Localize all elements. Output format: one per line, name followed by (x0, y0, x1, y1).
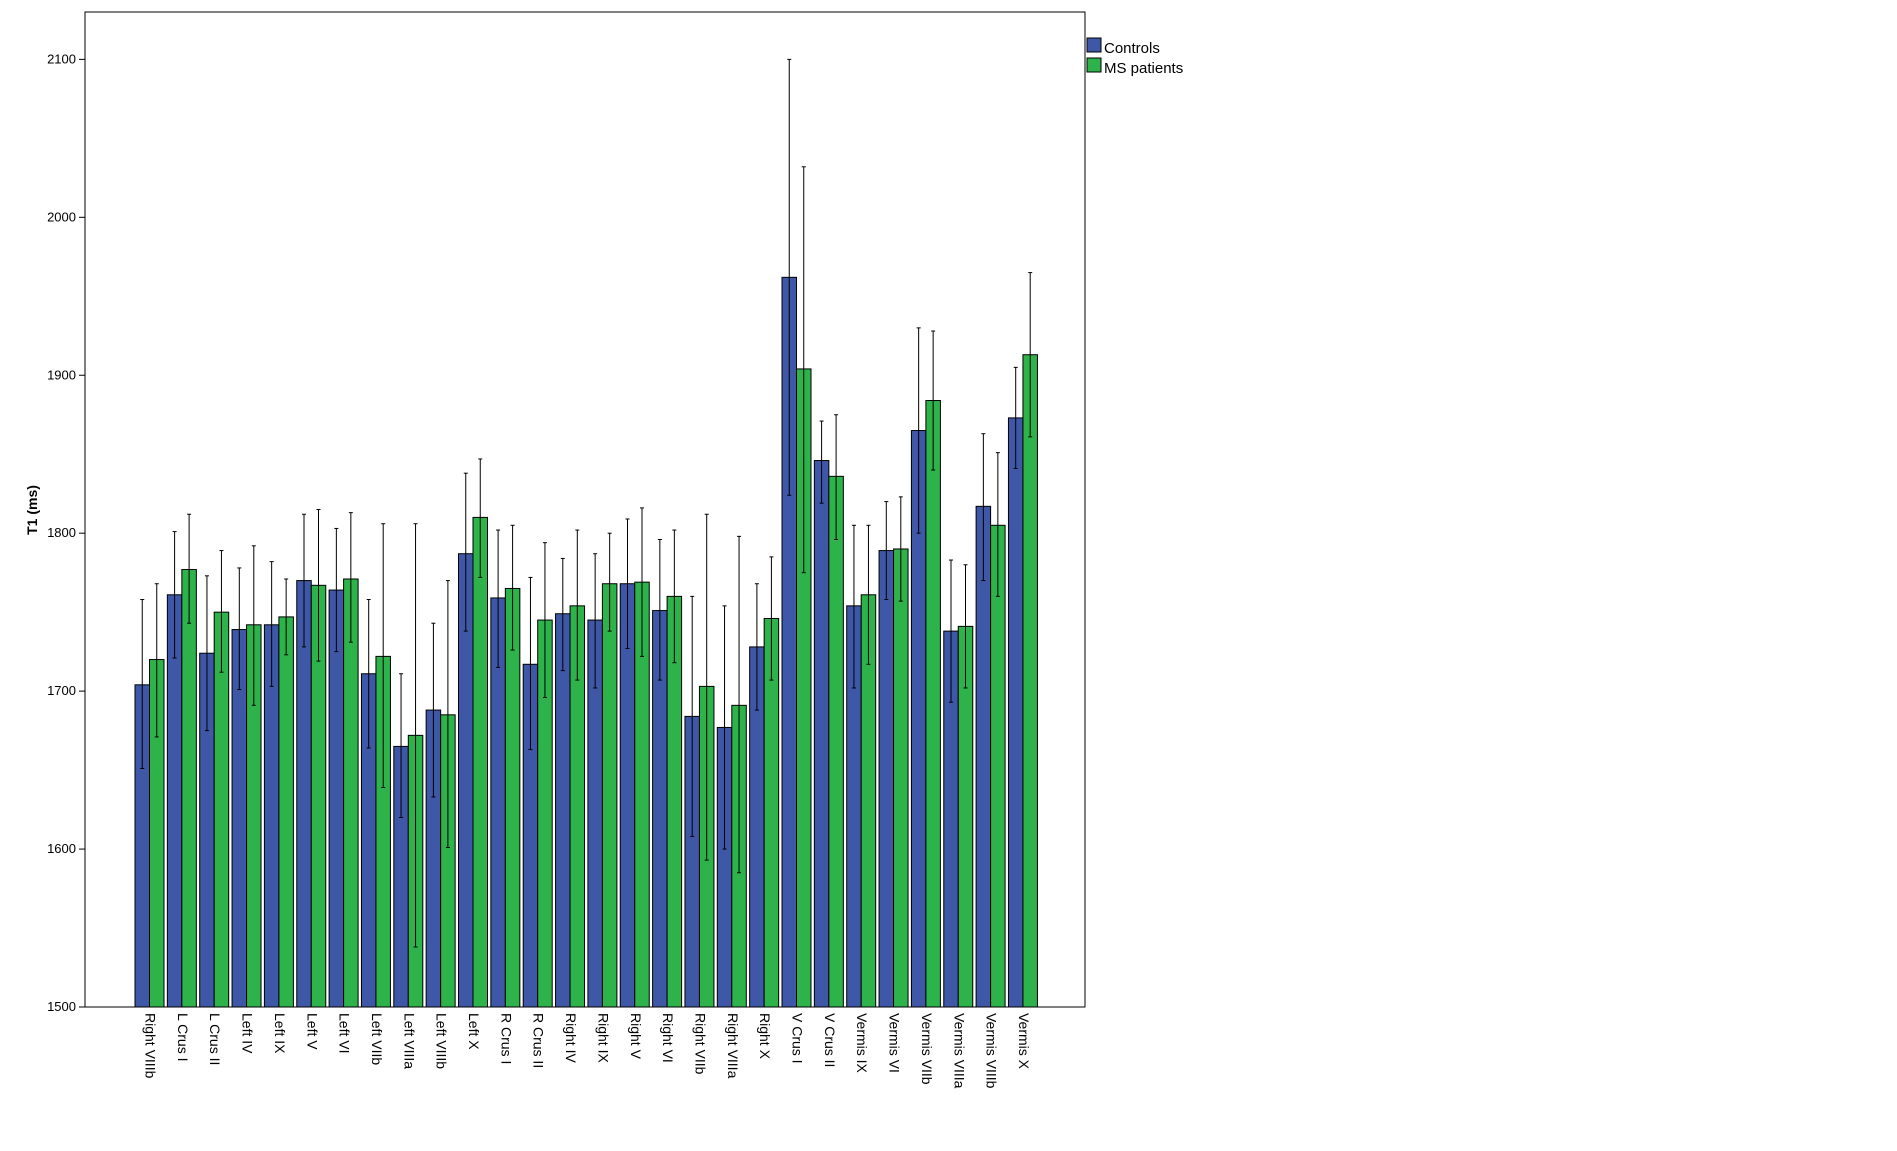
x-tick-label-right-iv: Right IV (563, 1013, 579, 1063)
bar-ms-patients-v-crus-ii (828, 475, 844, 1008)
x-tick-label-vermis-ix: Vermis IX (854, 1013, 870, 1074)
bar-ms-patients-left-vi (343, 578, 359, 1008)
x-tick-label-left-viib: Left VIIb (369, 1013, 385, 1065)
y-tick-label: 1500 (47, 999, 76, 1014)
x-tick-label-left-ix: Left IX (272, 1013, 288, 1054)
x-tick-label-v-crus-i: V Crus I (790, 1013, 806, 1064)
bar-controls-vermis-x (1007, 417, 1024, 1008)
x-tick-label-l-crus-i: L Crus I (175, 1013, 191, 1062)
x-tick-label-left-iv: Left IV (240, 1013, 256, 1054)
y-axis-title: T1 (ms) (24, 485, 40, 535)
x-tick-label-right-ix: Right IX (595, 1013, 611, 1063)
x-tick-label-left-viiia: Left VIIIa (401, 1013, 417, 1069)
bar-ms-patients-l-crus-i (181, 569, 197, 1008)
legend: Controls MS patients (1086, 37, 1183, 77)
bar-ms-patients-vermis-viiib (990, 524, 1006, 1008)
x-tick-label-right-viib: Right VIIb (692, 1013, 708, 1075)
y-tick-label: 1700 (47, 683, 76, 698)
legend-label-controls: Controls (1104, 40, 1160, 57)
x-tick-label-vermis-viib: Vermis VIIb (919, 1013, 935, 1085)
bar-ms-patients-left-x (472, 516, 488, 1008)
y-tick-label: 2100 (47, 51, 76, 66)
x-tick-label-vermis-x: Vermis X (1016, 1013, 1032, 1070)
bar-ms-patients-vermis-x (1022, 354, 1038, 1008)
bar-controls-v-crus-ii (813, 460, 830, 1008)
x-tick-label-left-viiib: Left VIIIb (434, 1013, 450, 1069)
y-tick-label: 1800 (47, 525, 76, 540)
x-tick-label-right-v: Right V (628, 1013, 644, 1060)
x-tick-label-right-x: Right X (757, 1013, 773, 1060)
error-bars (140, 58, 1033, 948)
x-tick-label-right-viiib: Right VIIIb (143, 1013, 159, 1079)
bar-controls-left-vi (328, 589, 345, 1008)
x-tick-label-vermis-vi: Vermis VI (887, 1013, 903, 1073)
x-tick-label-l-crus-ii: L Crus II (207, 1013, 223, 1065)
x-tick-label-r-crus-ii: R Crus II (531, 1013, 547, 1068)
x-tick-label-v-crus-ii: V Crus II (822, 1013, 838, 1067)
legend-swatch-ms-patients (1086, 57, 1102, 73)
x-tick-label-right-viiia: Right VIIIa (725, 1013, 741, 1079)
bar-controls-vermis-vi (878, 550, 895, 1008)
x-tick-label-vermis-viiia: Vermis VIIIa (951, 1013, 967, 1089)
x-tick-label-right-vi: Right VI (660, 1013, 676, 1063)
legend-swatch-controls (1086, 37, 1102, 53)
x-tick-label-vermis-viiib: Vermis VIIIb (984, 1013, 1000, 1089)
bars (134, 276, 1038, 1008)
legend-label-ms-patients: MS patients (1104, 60, 1183, 77)
y-tick-label: 2000 (47, 209, 76, 224)
y-tick-label: 1900 (47, 367, 76, 382)
x-tick-label-left-vi: Left VI (337, 1013, 353, 1053)
bar-controls-right-iv (555, 613, 571, 1008)
bar-ms-patients-left-ix (278, 616, 294, 1008)
bar-ms-patients-vermis-viib (925, 400, 941, 1008)
bar-ms-patients-vermis-vi (893, 548, 909, 1008)
bar-ms-patients-r-crus-i (504, 587, 521, 1008)
x-tick-label-left-v: Left V (304, 1013, 320, 1050)
bar-controls-vermis-viiib (975, 505, 992, 1008)
x-tick-label-r-crus-i: R Crus I (498, 1013, 514, 1064)
x-tick-label-left-x: Left X (466, 1013, 482, 1050)
y-axis: 1500 1600 1700 1800 1900 2000 2100 (47, 51, 85, 1014)
bar-ms-patients-right-ix (601, 583, 618, 1008)
x-axis-labels: Right VIIIb L Crus I L Crus II Left IV Left … (143, 1013, 1032, 1089)
y-tick-label: 1600 (47, 841, 76, 856)
